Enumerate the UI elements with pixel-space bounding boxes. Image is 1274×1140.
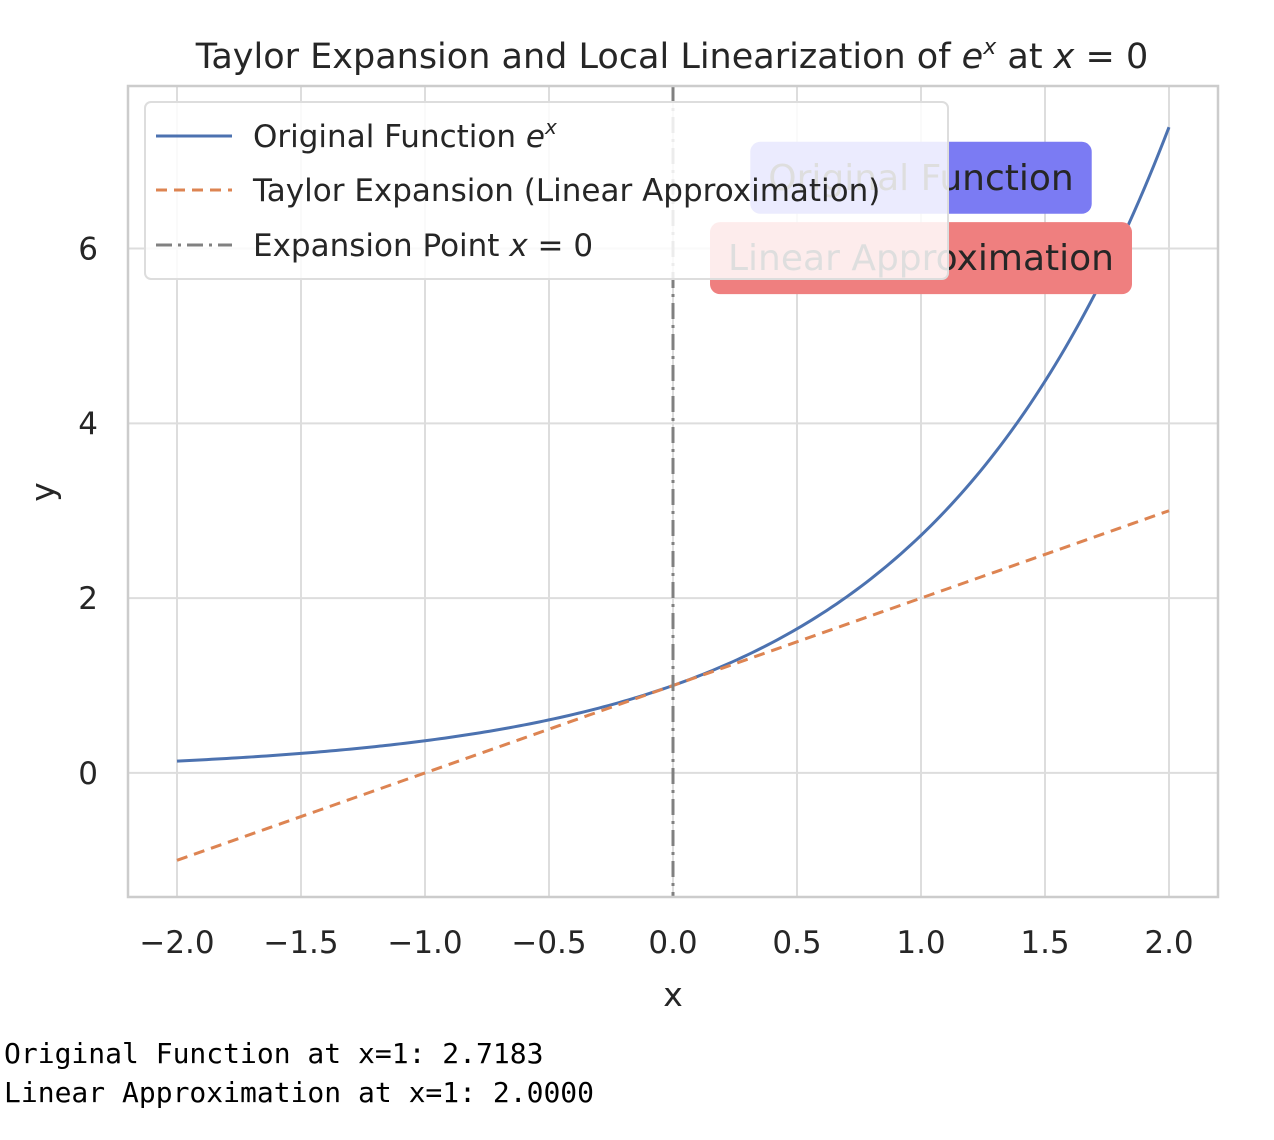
console-output: Original Function at x=1: 2.7183 Linear A…: [4, 1034, 594, 1112]
plot-frame: [126, 84, 1220, 899]
x-tick-label: −0.5: [511, 925, 586, 961]
y-tick-label: 6: [78, 232, 98, 268]
x-tick-label: 0.5: [772, 925, 821, 961]
x-tick-label: −2.0: [139, 925, 214, 961]
output-line-linear: Linear Approximation at x=1: 2.0000: [4, 1076, 595, 1109]
y-axis-label: y: [23, 482, 62, 502]
x-tick-label: 1.0: [896, 925, 945, 961]
legend: Original Function ex Taylor Expansion (L…: [144, 101, 949, 280]
legend-label-expansion: Expansion Point x = 0: [253, 228, 593, 264]
x-tick-label: −1.0: [387, 925, 462, 961]
chart-title: Taylor Expansion and Local Linearization…: [195, 35, 1149, 77]
legend-label-taylor: Taylor Expansion (Linear Approximation): [252, 173, 880, 209]
y-tick-label: 4: [78, 406, 98, 442]
x-tick-label: −1.5: [263, 925, 338, 961]
output-line-original: Original Function at x=1: 2.7183: [4, 1037, 544, 1070]
x-tick-label: 2.0: [1144, 925, 1193, 961]
legend-box: [144, 101, 949, 280]
x-tick-label: 1.5: [1020, 925, 1069, 961]
y-tick-labels: 0 2 4 6: [78, 232, 98, 792]
y-tick-label: 2: [78, 581, 98, 617]
chart-figure: Taylor Expansion and Local Linearization…: [23, 35, 1220, 1014]
x-tick-label: 0.0: [648, 925, 697, 961]
x-tick-labels: −2.0 −1.5 −1.0 −0.5 0.0 0.5 1.0 1.5 2.0: [139, 925, 1193, 961]
y-tick-label: 0: [78, 756, 98, 792]
legend-label-original: Original Function ex: [253, 115, 557, 155]
x-axis-label: x: [663, 975, 683, 1014]
